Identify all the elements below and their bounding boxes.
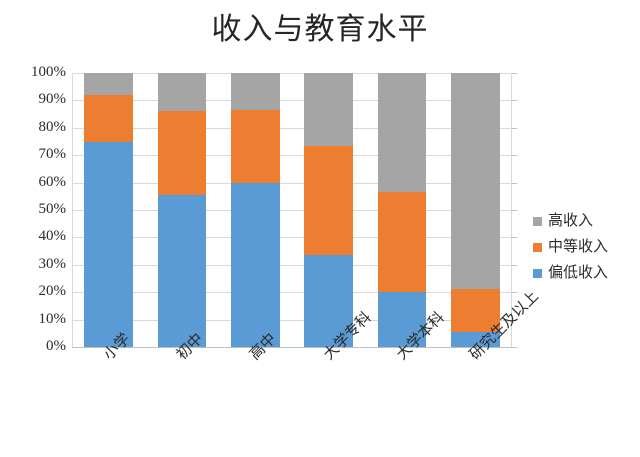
bar-column[interactable] bbox=[377, 73, 427, 347]
bar-segment[interactable] bbox=[377, 192, 427, 293]
bar-segment[interactable] bbox=[231, 110, 280, 183]
bar-segment[interactable] bbox=[157, 194, 207, 347]
axis-tick-mark bbox=[512, 210, 517, 211]
bar-segment[interactable] bbox=[157, 111, 207, 195]
bar-segment[interactable] bbox=[451, 289, 500, 332]
gridline bbox=[72, 347, 512, 348]
axis-tick-mark bbox=[512, 73, 517, 74]
plot-area bbox=[72, 73, 512, 348]
bar-column[interactable] bbox=[304, 73, 353, 347]
y-axis-tick-label: 20% bbox=[38, 283, 67, 300]
axis-tick-mark bbox=[512, 182, 517, 184]
axis-tick-mark bbox=[512, 292, 517, 294]
axis-tick-mark bbox=[512, 347, 517, 348]
bar-column[interactable] bbox=[231, 73, 280, 347]
y-axis-tick-label: 80% bbox=[38, 118, 67, 135]
y-axis-tick-label: 0% bbox=[46, 338, 66, 354]
gridline bbox=[72, 127, 512, 129]
gridline bbox=[72, 237, 512, 239]
legend-item[interactable]: 高收入 bbox=[533, 208, 638, 234]
y-axis-tick-label: 70% bbox=[38, 146, 67, 163]
bar-segment[interactable] bbox=[304, 73, 353, 146]
axis-tick-mark bbox=[512, 127, 517, 129]
legend-item-label: 高收入 bbox=[548, 213, 594, 229]
bar-segment[interactable] bbox=[377, 292, 427, 347]
legend-item[interactable]: 中等收入 bbox=[533, 234, 638, 260]
chart-legend: 高收入中等收入偏低收入 bbox=[533, 208, 638, 286]
y-axis-tick-label: 60% bbox=[38, 173, 67, 190]
y-axis-tick-label: 50% bbox=[38, 201, 67, 217]
bar-segment[interactable] bbox=[304, 145, 353, 256]
legend-swatch-icon bbox=[533, 242, 542, 252]
bar-segment[interactable] bbox=[157, 73, 207, 112]
gridline bbox=[72, 319, 512, 321]
bar-segment[interactable] bbox=[231, 182, 280, 347]
bar-segment[interactable] bbox=[84, 94, 133, 142]
legend-item-label: 中等收入 bbox=[548, 239, 609, 255]
y-axis-tick-label: 90% bbox=[38, 91, 67, 108]
bar-column[interactable] bbox=[84, 73, 133, 347]
bar-segment[interactable] bbox=[377, 73, 427, 193]
legend-item[interactable]: 偏低收入 bbox=[533, 260, 638, 286]
legend-item-label: 偏低收入 bbox=[548, 265, 609, 281]
y-axis-tick-label: 100% bbox=[31, 64, 66, 80]
axis-tick-mark bbox=[512, 237, 517, 239]
gridline bbox=[72, 292, 512, 294]
y-axis-tick-label: 10% bbox=[38, 310, 67, 327]
bar-segment[interactable] bbox=[451, 73, 500, 290]
axis-tick-mark bbox=[512, 264, 517, 266]
gridline bbox=[72, 100, 512, 102]
legend-swatch-icon bbox=[533, 216, 542, 226]
gridline bbox=[72, 155, 512, 157]
axis-tick-mark bbox=[512, 319, 517, 321]
y-axis-tick-label: 30% bbox=[38, 255, 67, 272]
axis-tick-mark bbox=[512, 155, 517, 157]
bar-column[interactable] bbox=[157, 73, 207, 347]
bar-segment[interactable] bbox=[84, 141, 133, 347]
bar-segment[interactable] bbox=[451, 331, 500, 347]
gridline bbox=[72, 264, 512, 266]
bar-segment[interactable] bbox=[231, 73, 280, 110]
bar-segment[interactable] bbox=[304, 255, 353, 347]
gridline bbox=[72, 73, 512, 74]
legend-swatch-icon bbox=[533, 268, 542, 278]
bar-column[interactable] bbox=[451, 73, 500, 347]
axis-tick-mark bbox=[512, 100, 517, 102]
y-axis-tick-label: 40% bbox=[38, 228, 67, 245]
gridline bbox=[72, 182, 512, 184]
bar-segment[interactable] bbox=[84, 73, 133, 95]
chart-title: 收入与教育水平 bbox=[211, 13, 429, 46]
gridline bbox=[72, 210, 512, 211]
